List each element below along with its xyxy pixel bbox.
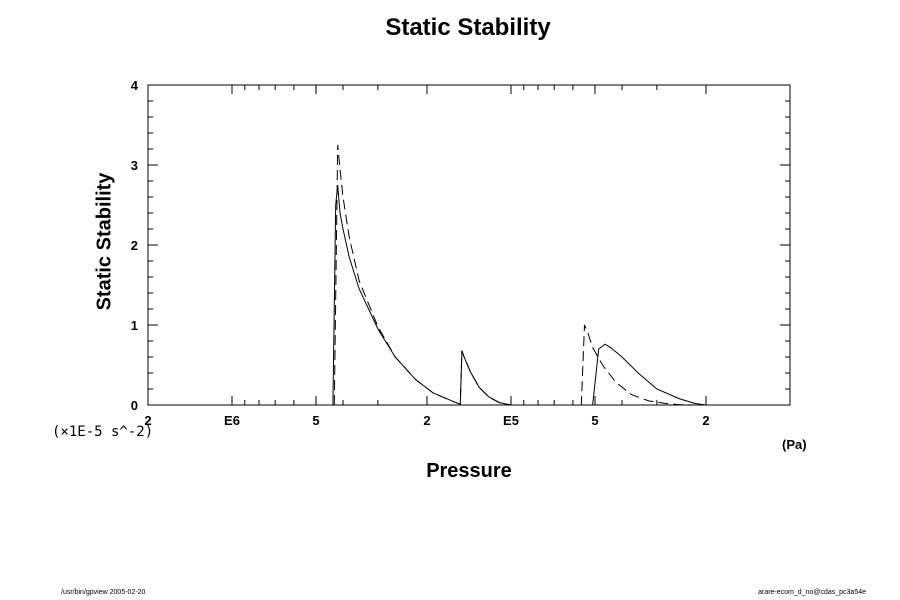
series-line-dashed [333, 144, 695, 406]
x-tick-label: 2 [423, 413, 430, 428]
footer-source: arare-ecom_d_no@cdas_pc3a54e [758, 589, 866, 596]
x-tick-label: 2 [144, 413, 151, 428]
y-axis-label: Static Stability [93, 172, 116, 311]
footer-command: /usr/bin/gpview 2005-02-20 [61, 589, 146, 596]
y-tick-label: 3 [131, 158, 138, 173]
x-tick-label: E6 [224, 413, 240, 428]
x-tick-label: 5 [591, 413, 598, 428]
series-layer [332, 144, 707, 406]
x-axis-label: Pressure [426, 460, 512, 482]
x-axis: 2 E6 5 2 E5 5 2 [144, 85, 791, 428]
plot-frame [147, 84, 791, 406]
y-axis-scale-factor: (×1E-5 s^-2) [52, 424, 154, 440]
series-line-solid [332, 184, 707, 406]
x-tick-label: 2 [702, 413, 709, 428]
x-tick-label: 5 [312, 413, 319, 428]
y-tick-label: 4 [131, 78, 139, 93]
y-tick-label: 0 [131, 398, 138, 413]
x-axis-units: (Pa) [782, 437, 807, 452]
y-tick-label: 1 [131, 318, 138, 333]
chart-title: Static Stability [385, 14, 551, 41]
y-tick-label: 2 [131, 238, 138, 253]
y-axis: 0 1 2 3 4 [131, 78, 790, 413]
x-tick-label: E5 [503, 413, 519, 428]
